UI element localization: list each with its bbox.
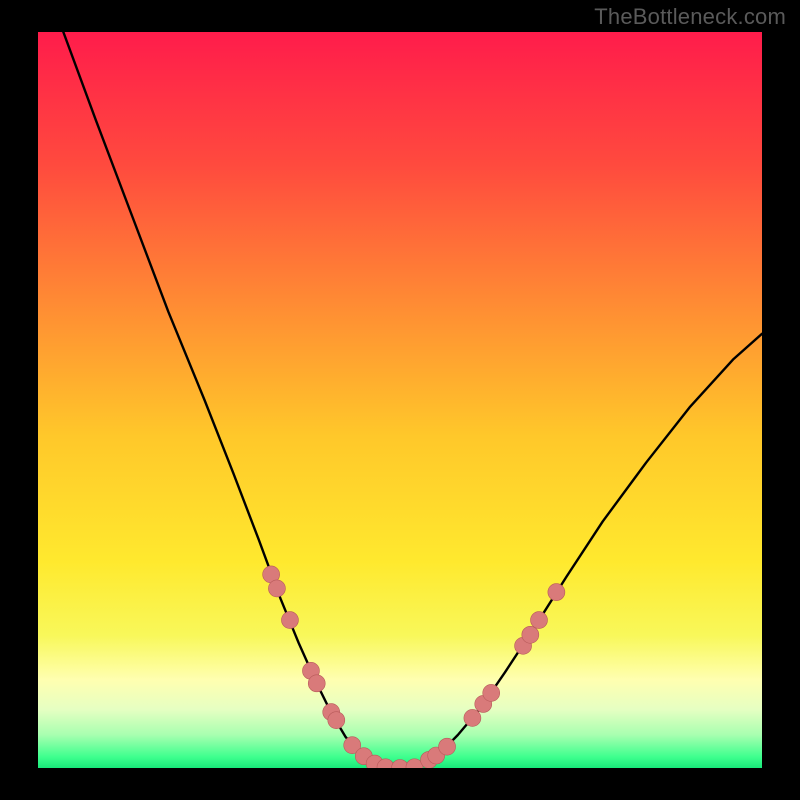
data-marker: [281, 612, 298, 629]
data-marker: [522, 626, 539, 643]
data-marker: [531, 612, 548, 629]
frame-border: [0, 768, 800, 800]
bottleneck-chart: [0, 0, 800, 800]
data-marker: [439, 738, 456, 755]
frame-border: [0, 0, 38, 800]
data-marker: [268, 580, 285, 597]
data-marker: [308, 675, 325, 692]
gradient-background: [38, 32, 762, 768]
watermark-text: TheBottleneck.com: [594, 4, 786, 30]
data-marker: [483, 684, 500, 701]
frame-border: [762, 0, 800, 800]
data-marker: [548, 584, 565, 601]
data-marker: [464, 709, 481, 726]
data-marker: [328, 712, 345, 729]
